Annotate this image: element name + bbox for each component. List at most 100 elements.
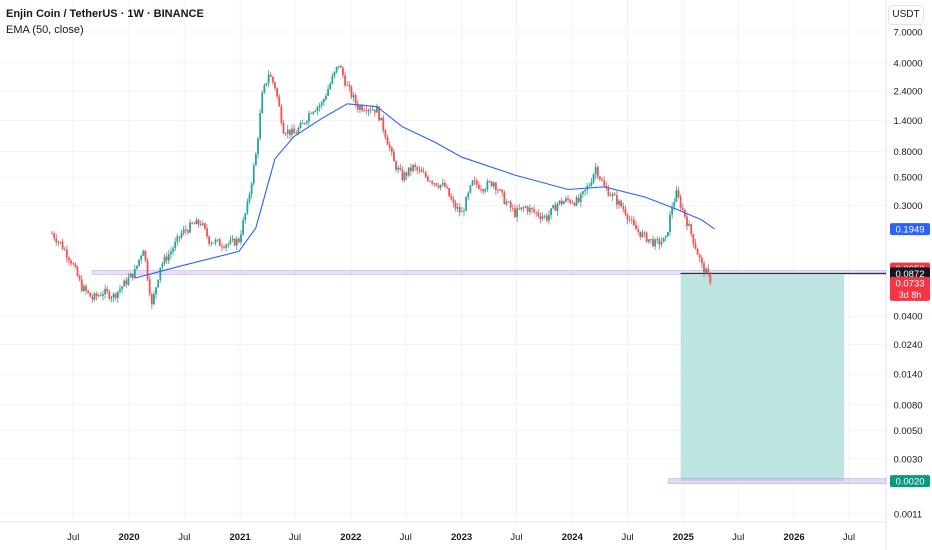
candle-up: [649, 239, 652, 240]
candle-down: [458, 207, 461, 213]
candle-up: [628, 219, 631, 221]
candle-up: [331, 76, 334, 84]
candle-up: [244, 213, 247, 221]
candle-down: [373, 109, 376, 113]
candle-up: [157, 279, 160, 288]
candle-up: [543, 215, 546, 217]
price-label-text: 0.1949: [895, 225, 924, 236]
candle-up: [669, 214, 671, 233]
candle-up: [252, 165, 255, 184]
countdown-label: 3d 8h: [899, 290, 922, 300]
candle-up: [675, 190, 678, 202]
candle-up: [246, 201, 249, 214]
candle-down: [354, 95, 357, 104]
target-zone[interactable]: [91, 270, 887, 484]
candle-up: [584, 189, 586, 192]
x-tick-label: 2020: [118, 532, 139, 543]
candle-down: [295, 133, 298, 135]
candle-down: [429, 180, 431, 182]
x-tick-label: 2023: [451, 532, 472, 543]
candle-down: [204, 223, 206, 229]
candle-up: [594, 167, 597, 175]
currency-button[interactable]: USDT: [888, 5, 924, 25]
candle-up: [259, 113, 262, 139]
candle-down: [567, 198, 569, 200]
candle-down: [539, 215, 542, 219]
candle-up: [541, 216, 544, 219]
candle-down: [63, 249, 66, 251]
candle-down: [125, 280, 128, 285]
candle-down: [70, 260, 73, 264]
candle-down: [85, 286, 87, 291]
candle-up: [216, 239, 219, 241]
candle-up: [469, 185, 472, 193]
candle-down: [573, 202, 576, 206]
candle-up: [212, 242, 215, 244]
candle-down: [144, 250, 147, 261]
symbol-title[interactable]: Enjin Coin / TetherUS · 1W · BINANCE: [6, 8, 204, 20]
candle-up: [248, 194, 251, 202]
candle-up: [110, 297, 113, 299]
candle-up: [242, 220, 245, 235]
candle-up: [161, 263, 164, 268]
candle-up: [562, 201, 565, 205]
candle-down: [703, 263, 705, 273]
candle-down: [707, 268, 710, 274]
candle-down: [76, 267, 79, 277]
candle-down: [369, 109, 372, 111]
candle-up: [333, 71, 336, 77]
candle-down: [237, 238, 240, 242]
candle-down: [197, 219, 200, 225]
candle-down: [494, 182, 497, 191]
candle-down: [382, 117, 385, 131]
candle-up: [301, 123, 304, 124]
candle-up: [335, 66, 338, 72]
candle-up: [705, 268, 708, 273]
candle-up: [611, 194, 614, 196]
candle-down: [361, 105, 363, 111]
candle-down: [61, 242, 64, 250]
candle-down: [560, 200, 563, 205]
candle-down: [522, 207, 525, 209]
x-tick-label: 2025: [673, 532, 695, 543]
candle-down: [422, 171, 425, 173]
candle-up: [359, 105, 361, 110]
candle-down: [537, 212, 540, 216]
candle-down: [652, 239, 654, 247]
candle-down: [452, 199, 455, 203]
candle-down: [278, 96, 281, 107]
candle-down: [165, 256, 168, 261]
candle-down: [269, 74, 272, 77]
candle-down: [454, 202, 457, 209]
candle-up: [314, 110, 317, 112]
candle-down: [475, 180, 478, 185]
candle-down: [386, 137, 389, 145]
candle-down: [414, 164, 417, 168]
candle-down: [108, 291, 111, 299]
candle-up: [240, 234, 242, 242]
candle-up: [337, 66, 340, 67]
candle-up: [320, 102, 323, 106]
candle-down: [477, 184, 480, 189]
candle-up: [433, 183, 436, 185]
time-axis[interactable]: Jul 2020 Jul 2021 Jul 2022 Jul 2023 Jul 2024 Jul 20…: [67, 532, 855, 543]
x-tick-label: Jul: [732, 532, 744, 543]
candle-up: [327, 89, 329, 96]
candle-up: [403, 172, 406, 181]
price-axis[interactable]: 7.0000 4.0000 2.4000 1.4000 0.8000 0.5000 0.30…: [893, 28, 922, 521]
candle-up: [257, 138, 259, 154]
candle-up: [516, 208, 518, 217]
candle-down: [511, 207, 514, 209]
candle-up: [140, 255, 143, 260]
candle-down: [514, 208, 516, 217]
x-tick-label: 2024: [562, 532, 584, 543]
candle-down: [509, 201, 512, 208]
candle-down: [80, 279, 83, 291]
candle-up: [123, 280, 126, 287]
indicator-legend[interactable]: EMA (50, close): [6, 24, 84, 36]
candle-down: [150, 294, 153, 305]
candle-down: [681, 207, 684, 210]
candle-up: [299, 123, 302, 129]
candle-up: [104, 288, 106, 295]
